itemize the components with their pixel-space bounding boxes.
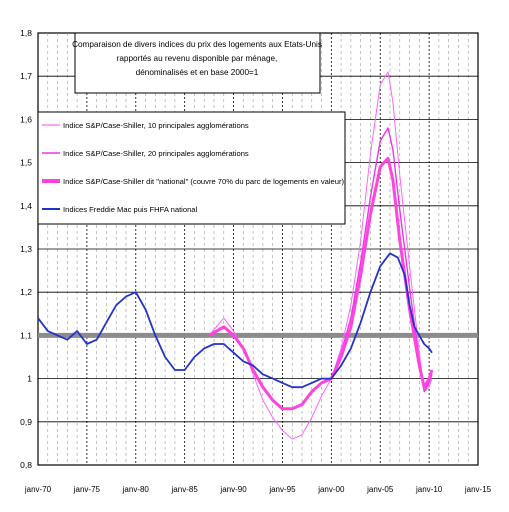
y-tick-label: 1,3 (20, 244, 32, 254)
x-tick-label: janv-90 (219, 485, 247, 494)
title-line-1: Comparaison de divers indices du prix de… (72, 40, 322, 49)
x-tick-label: janv-80 (122, 485, 150, 494)
gridlines (38, 33, 478, 465)
series-lines (37, 71, 434, 440)
legend-box (37, 111, 346, 225)
series-line-fhfa (37, 252, 433, 389)
chart-title: Comparaison de divers indices du prix de… (72, 32, 322, 94)
y-tick-label: 1,4 (20, 201, 32, 211)
legend-label-fhfa: Indices Freddie Mac puis FHFA national (63, 205, 198, 214)
x-tick-label: janv-00 (317, 485, 345, 494)
y-tick-label: 1,8 (20, 28, 32, 38)
x-tick-label: janv-15 (464, 485, 492, 494)
y-tick-label: 1,2 (20, 287, 32, 297)
title-line-3: dénominalisés et en base 2000=1 (136, 68, 259, 77)
y-tick-label: 1,6 (20, 114, 32, 124)
legend-label-csnational: Indice S&P/Case-Shiller dit "national" (… (63, 177, 344, 186)
legend-label-cs10: Indice S&P/Case-Shiller, 10 principales … (63, 121, 249, 130)
x-tick-label: janv-10 (415, 485, 443, 494)
legend: Indice S&P/Case-Shiller, 10 principales … (37, 111, 346, 225)
y-tick-label: 1,7 (20, 71, 32, 81)
y-axis-tick-labels: 0,8 0,9 1 1,1 1,2 1,3 1,4 1,5 1,6 1,7 1,8 (20, 28, 32, 470)
x-tick-label: janv-85 (171, 485, 199, 494)
title-box (74, 32, 321, 94)
legend-label-cs20: Indice S&P/Case-Shiller, 20 principales … (63, 149, 249, 158)
x-axis-tick-labels: janv-70 janv-75 janv-80 janv-85 janv-90 janv-… (24, 485, 492, 494)
title-line-2: rapportés au revenu disponible par ménag… (117, 54, 278, 63)
y-tick-label: 1,5 (20, 158, 32, 168)
x-tick-label: janv-95 (268, 485, 296, 494)
y-tick-label: 0,9 (20, 417, 32, 427)
x-tick-label: janv-70 (24, 485, 52, 494)
x-tick-label: janv-75 (73, 485, 101, 494)
y-tick-label: 0,8 (20, 460, 32, 470)
y-tick-label: 1,1 (20, 330, 32, 340)
x-tick-label: janv-05 (366, 485, 394, 494)
y-tick-label: 1 (27, 374, 32, 384)
series-line-cs10 (208, 71, 433, 440)
